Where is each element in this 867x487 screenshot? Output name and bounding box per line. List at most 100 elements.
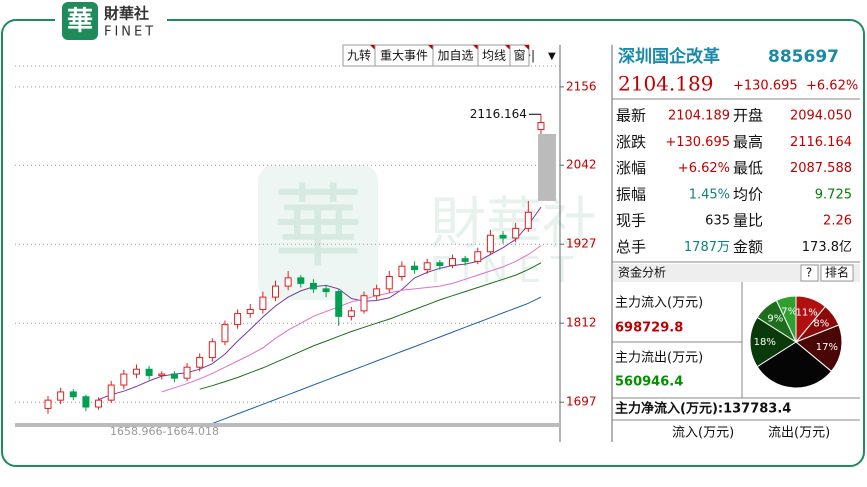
candle-body <box>448 258 456 267</box>
quote-change: +130.695 <box>733 79 798 94</box>
quote-value: 173.8亿 <box>802 240 852 255</box>
y-tick-label: 1697 <box>566 395 597 409</box>
pie-slice <box>795 324 843 373</box>
toolbar-corner <box>524 45 529 50</box>
candle-body <box>499 234 507 239</box>
gap <box>537 133 556 201</box>
toolbar-corner <box>505 45 510 50</box>
candle-body <box>145 368 153 376</box>
legend-outflow: 流出(万元) <box>768 426 830 441</box>
rank-button[interactable] <box>820 264 854 282</box>
legend-inflow: 流入(万元) <box>672 426 734 441</box>
quote-label: 涨幅 <box>616 159 646 177</box>
candle-body <box>461 258 469 262</box>
watermark-mark: 華 <box>273 175 363 280</box>
logo-name: 財華社 <box>103 5 149 23</box>
watermark-name-en: FINET <box>430 250 583 291</box>
help-button[interactable] <box>800 264 819 282</box>
quote-label: 涨跌 <box>616 133 646 151</box>
quote-code: 885697 <box>768 47 839 67</box>
candle-body <box>284 277 292 287</box>
net-flow: 主力净流入(万元):137783.4 <box>615 401 791 417</box>
pie-label: 8% <box>813 319 829 330</box>
toolbar-icon[interactable]: ⏵| <box>525 49 535 63</box>
quote-label: 量比 <box>733 212 763 230</box>
candle-body <box>208 341 216 359</box>
toolbar-button-text[interactable]: 九转 <box>347 48 371 63</box>
logo-mark: 華 <box>67 7 93 37</box>
pie-label: 7% <box>781 306 797 317</box>
toolbar-corner <box>370 45 375 50</box>
toolbar-button-text[interactable]: 均线 <box>482 49 506 63</box>
candle-body <box>246 308 254 315</box>
toolbar-button-text[interactable]: 加自选 <box>437 49 473 63</box>
quote-value: 2116.164 <box>790 135 852 150</box>
toolbar-dropdown[interactable]: ▼ <box>548 51 556 62</box>
candle-body <box>259 296 267 310</box>
fund-title: 资金分析 <box>618 265 666 280</box>
quote-price: 2104.189 <box>618 72 713 96</box>
y-tick-label: 2156 <box>566 79 597 93</box>
watermark-name: 財華社 <box>430 192 598 257</box>
candle-body <box>196 357 204 368</box>
candle-body <box>95 399 103 408</box>
candle-body <box>436 262 444 267</box>
quote-change-pct: +6.62% <box>806 79 858 94</box>
y-tick-label: 2042 <box>566 158 597 172</box>
toolbar-button-text[interactable]: 重大事件 <box>380 49 428 63</box>
toolbar-button[interactable] <box>509 44 530 67</box>
quote-value: 9.725 <box>815 187 852 202</box>
candle-body <box>486 234 494 253</box>
candle-body <box>272 285 280 298</box>
moving-average <box>212 296 542 423</box>
candle-body <box>373 288 381 297</box>
pie-slice <box>775 295 797 343</box>
quote-label: 现手 <box>616 212 646 230</box>
candle-body <box>297 277 305 284</box>
toolbar-button-text[interactable]: 窗 <box>513 49 525 63</box>
candle-body <box>158 373 166 376</box>
frame <box>1 19 865 467</box>
bottom-bar <box>15 423 560 427</box>
candle-body <box>335 291 343 317</box>
candle-body <box>398 265 406 278</box>
candle-body <box>360 295 368 312</box>
y-tick-label: 1927 <box>566 237 597 251</box>
quote-value: 635 <box>705 214 730 229</box>
quote-value: 2087.588 <box>790 161 852 176</box>
pie-slice <box>749 316 797 368</box>
candle-body <box>322 288 330 293</box>
pie-slice <box>756 341 833 389</box>
fund-header <box>613 264 860 282</box>
candle-body <box>411 265 419 271</box>
outflow-value: 560946.4 <box>615 375 683 390</box>
rank-button-text[interactable]: 排名 <box>825 265 849 280</box>
logo-name-en: FINET <box>104 25 156 40</box>
candle-body <box>309 282 317 290</box>
moving-average <box>161 245 542 393</box>
pie-label: 17% <box>816 342 838 353</box>
candle-body <box>474 251 482 262</box>
watermark-box <box>258 165 378 300</box>
quote-label: 最低 <box>733 159 763 177</box>
candle-body <box>234 313 242 326</box>
help-button-text[interactable]: ? <box>806 266 812 280</box>
candle-body <box>221 324 229 343</box>
candle-body <box>524 211 532 229</box>
outflow-label: 主力流出(万元) <box>615 351 703 366</box>
inflow-value: 698729.8 <box>615 321 683 336</box>
quote-label: 振幅 <box>616 185 646 203</box>
candle-body <box>183 366 191 379</box>
pie-label: 11% <box>795 308 817 319</box>
quote-value: 2104.189 <box>668 109 730 124</box>
candle-body <box>170 373 178 379</box>
quote-label: 最新 <box>616 107 646 125</box>
logo-box <box>62 2 98 40</box>
candle-body <box>69 391 77 398</box>
quote-value: 2.26 <box>823 214 852 229</box>
candle-body <box>107 384 115 401</box>
quote-name: 深圳国企改革 <box>618 46 720 67</box>
candle-body <box>537 121 545 130</box>
low-label: 1658.966-1664.018 <box>110 425 219 438</box>
